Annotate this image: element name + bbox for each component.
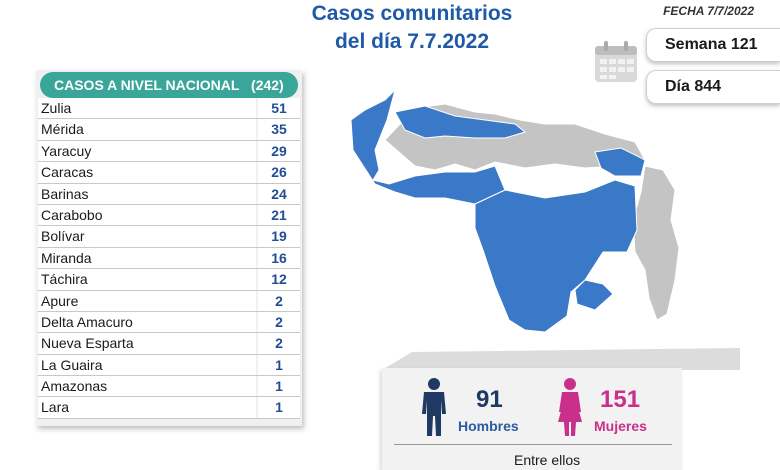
table-row: Apure 2 [38, 290, 300, 312]
title-line-2: del día 7.7.2022 [334, 30, 490, 53]
state-value: 21 [258, 204, 300, 226]
table-row: Yaracuy 29 [38, 140, 300, 163]
state-name: Miranda [38, 247, 256, 269]
mujeres-value: 151 [600, 386, 641, 413]
venezuela-map [350, 88, 680, 333]
state-value: 26 [258, 162, 300, 183]
table-row: Amazonas 1 [38, 376, 300, 398]
state-value: 2 [258, 311, 300, 333]
state-name: Táchira [38, 269, 256, 290]
map-region-active-west [350, 88, 506, 205]
state-value: 35 [258, 119, 300, 140]
table-header-total: (242) [251, 77, 284, 93]
hombres-value: 91 [476, 386, 503, 413]
state-name: La Guaira [38, 354, 256, 376]
state-name: Mérida [38, 119, 256, 140]
table-row: Delta Amacuro 2 [38, 311, 300, 334]
state-name: Zulia [38, 98, 256, 119]
title-line-1: Casos comunitarios [311, 2, 513, 25]
state-name: Delta Amacuro [38, 311, 256, 333]
mujeres-label: Mujeres [594, 418, 647, 434]
page-title: Casos comunitarios del día 7.7.2022 [262, 0, 562, 56]
state-name: Caracas [38, 162, 256, 183]
state-value: 24 [258, 183, 300, 204]
state-name: Yaracuy [38, 140, 256, 162]
panel-top-shape [382, 348, 740, 370]
map-region-active-south [474, 179, 638, 333]
table-row: Caracas 26 [38, 162, 300, 184]
table-row: Zulia 51 [38, 98, 300, 120]
divider [394, 444, 672, 445]
table-row: Bolívar 19 [38, 226, 300, 248]
table-row: Miranda 16 [38, 247, 300, 270]
state-value: 51 [258, 98, 300, 119]
table-row: La Guaira 1 [38, 354, 300, 377]
date-label: FECHA 7/7/2022 [663, 4, 754, 18]
entre-ellos-label: Entre ellos [514, 452, 581, 468]
state-name: Nueva Esparta [38, 333, 256, 354]
state-name: Lara [38, 397, 256, 418]
state-name: Bolívar [38, 226, 256, 247]
state-name: Barinas [38, 183, 256, 204]
map-region-inactive-east [632, 165, 680, 321]
state-value: 12 [258, 269, 300, 290]
state-value: 2 [258, 290, 300, 311]
state-value: 16 [258, 247, 300, 269]
table-row: Barinas 24 [38, 183, 300, 205]
table-row: Lara 1 [38, 397, 300, 419]
state-value: 1 [258, 376, 300, 397]
table-header: CASOS A NIVEL NACIONAL (242) [40, 72, 298, 98]
calendar-icon [595, 41, 637, 82]
semana-badge: Semana 121 [646, 28, 780, 62]
state-value: 1 [258, 354, 300, 376]
state-name: Carabobo [38, 204, 256, 226]
dia-badge: Día 844 [646, 70, 780, 104]
table-row: Táchira 12 [38, 269, 300, 291]
state-value: 2 [258, 333, 300, 354]
map-region-active-center [394, 105, 527, 139]
state-value: 19 [258, 226, 300, 247]
table-row: Mérida 35 [38, 119, 300, 141]
state-name: Amazonas [38, 376, 256, 397]
state-value: 29 [258, 140, 300, 162]
woman-icon [558, 378, 582, 436]
table-header-label: CASOS A NIVEL NACIONAL [54, 77, 240, 93]
table-row: Carabobo 21 [38, 204, 300, 227]
table-row: Nueva Esparta 2 [38, 333, 300, 355]
hombres-label: Hombres [458, 418, 519, 434]
man-icon [422, 378, 446, 436]
map-region-active-southeast [574, 279, 614, 311]
table-rows: Zulia 51 Mérida 35 Yaracuy 29 Caracas 26 Barinas… [38, 98, 300, 419]
gender-panel: 91 Hombres 151 Mujeres Entre ellos [382, 348, 740, 470]
state-name: Apure [38, 290, 256, 311]
map-region-active-northeast [594, 147, 646, 177]
cases-table: CASOS A NIVEL NACIONAL (242) Zulia 51 Méri… [36, 70, 302, 426]
state-value: 1 [258, 397, 300, 418]
